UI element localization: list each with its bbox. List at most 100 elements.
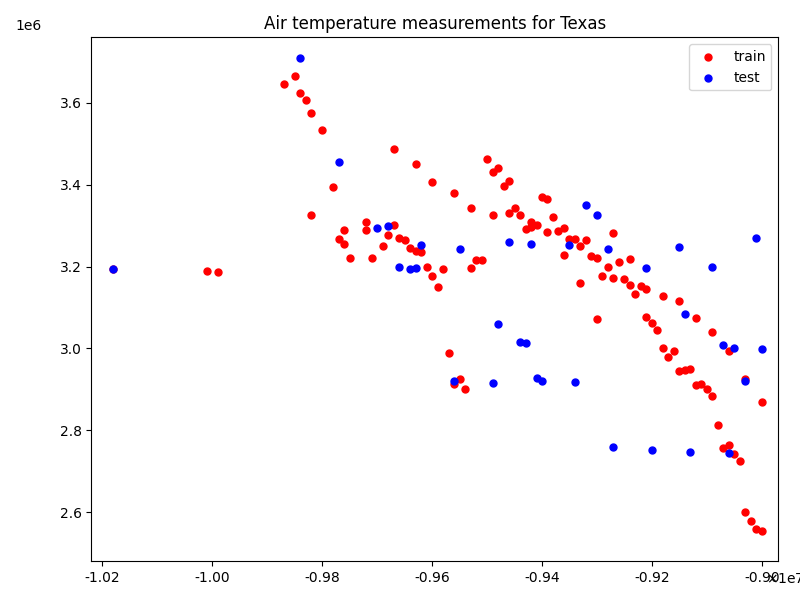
train — [623, 281, 636, 290]
train — [684, 364, 697, 374]
test — [602, 244, 614, 253]
Legend: train, test: train, test — [689, 44, 771, 91]
train — [343, 254, 356, 263]
test — [646, 445, 658, 455]
test — [755, 344, 768, 354]
test — [722, 448, 735, 458]
train — [569, 235, 582, 244]
train — [717, 443, 730, 453]
train — [299, 95, 312, 105]
train — [657, 343, 670, 353]
test — [739, 376, 752, 386]
train — [398, 235, 411, 245]
train — [448, 188, 461, 197]
train — [288, 71, 301, 81]
train — [426, 177, 438, 187]
train — [475, 255, 488, 265]
train — [316, 125, 329, 134]
train — [673, 366, 686, 376]
train — [585, 251, 598, 261]
test — [404, 264, 417, 274]
train — [607, 273, 620, 283]
test — [590, 210, 603, 220]
train — [464, 203, 477, 212]
train — [492, 164, 505, 173]
train — [107, 264, 120, 274]
test — [728, 344, 741, 353]
train — [574, 278, 587, 288]
train — [464, 263, 477, 273]
train — [326, 182, 339, 192]
test — [294, 53, 306, 62]
train — [629, 289, 642, 298]
test — [536, 376, 549, 386]
train — [640, 284, 653, 294]
train — [640, 313, 653, 322]
train — [574, 241, 587, 251]
test — [502, 237, 515, 247]
test — [453, 244, 466, 254]
test — [486, 379, 499, 388]
train — [278, 79, 290, 88]
train — [497, 181, 510, 190]
train — [211, 268, 224, 277]
train — [613, 257, 626, 267]
test — [393, 263, 406, 272]
train — [667, 346, 680, 356]
train — [755, 397, 768, 406]
train — [382, 230, 394, 239]
train — [739, 374, 752, 383]
train — [393, 233, 406, 243]
test — [750, 233, 762, 243]
train — [602, 262, 614, 271]
train — [360, 225, 373, 235]
train — [662, 352, 674, 361]
Text: 1e6: 1e6 — [15, 19, 42, 34]
test — [530, 374, 543, 383]
train — [486, 167, 499, 177]
train — [701, 384, 714, 394]
train — [410, 159, 422, 169]
train — [695, 380, 708, 389]
test — [448, 376, 461, 386]
train — [618, 274, 631, 284]
test — [525, 239, 538, 248]
train — [706, 391, 718, 401]
train — [486, 211, 499, 220]
test — [569, 377, 582, 387]
train — [651, 325, 664, 335]
train — [734, 456, 746, 466]
train — [387, 144, 400, 154]
test — [492, 319, 505, 329]
train — [722, 440, 735, 450]
train — [481, 155, 494, 164]
test — [607, 442, 620, 452]
train — [305, 211, 318, 220]
train — [623, 254, 636, 263]
test — [414, 241, 427, 250]
train — [607, 228, 620, 238]
train — [678, 365, 691, 374]
train — [338, 239, 350, 249]
train — [420, 263, 433, 272]
train — [338, 225, 350, 235]
train — [552, 226, 565, 236]
test — [107, 264, 120, 274]
test — [579, 200, 592, 210]
train — [579, 235, 592, 245]
train — [387, 220, 400, 230]
test — [563, 240, 576, 250]
test — [640, 263, 653, 272]
train — [453, 374, 466, 384]
test — [514, 337, 526, 347]
train — [546, 212, 559, 222]
test — [706, 262, 718, 271]
X-axis label: $\times$1e7: $\times$1e7 — [766, 572, 800, 586]
train — [530, 220, 543, 230]
test — [370, 223, 383, 233]
train — [366, 254, 378, 263]
train — [431, 283, 444, 292]
train — [750, 524, 762, 534]
train — [558, 223, 570, 232]
train — [745, 516, 758, 526]
